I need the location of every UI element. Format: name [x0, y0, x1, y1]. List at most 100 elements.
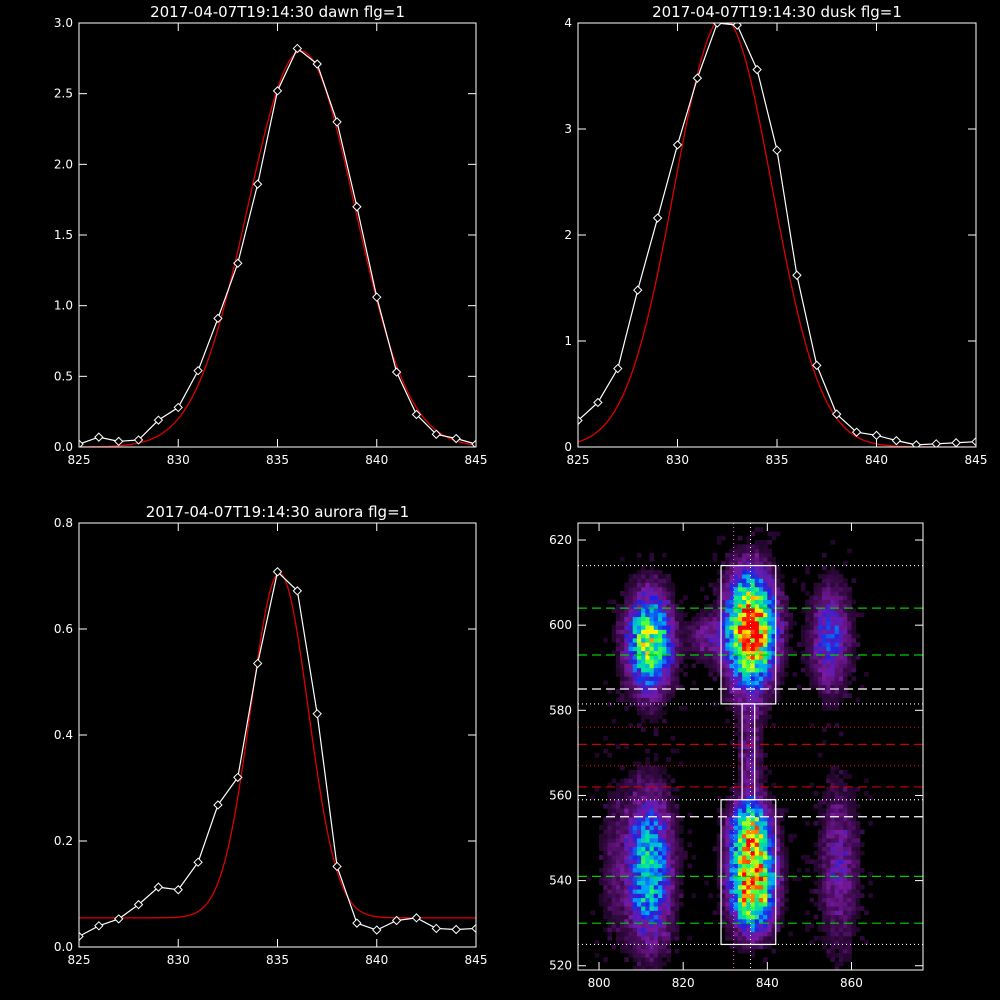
heatmap-cell [767, 889, 772, 894]
heatmap-cell [763, 629, 768, 635]
heatmap-cell [843, 842, 848, 847]
heatmap-cell [721, 821, 726, 826]
heatmap-cell [620, 927, 625, 933]
heatmap-cell [826, 582, 831, 588]
heatmap-cell [674, 876, 680, 881]
heatmap-cell [813, 680, 819, 686]
heatmap-cell [632, 812, 638, 818]
heatmap-cell [716, 625, 722, 630]
heatmap-cell [716, 846, 722, 852]
heatmap-cell [657, 965, 663, 970]
heatmap-cell [742, 872, 747, 877]
heatmap-cell [809, 646, 815, 652]
heatmap-cell [826, 680, 831, 686]
heatmap-cell [657, 825, 663, 830]
heatmap-cell [822, 693, 827, 698]
heatmap-cell [758, 637, 764, 643]
heatmap-cell [737, 718, 743, 724]
heatmap-cell [636, 940, 642, 945]
heatmap-cell [662, 778, 667, 784]
heatmap-cell [636, 680, 642, 686]
heatmap-cell [843, 910, 848, 916]
heatmap-cell [834, 944, 840, 950]
heatmap-cell [775, 846, 781, 852]
heatmap-cell [620, 906, 625, 911]
heatmap-cell [771, 612, 777, 618]
heatmap-cell [855, 642, 861, 647]
heatmap-cell [847, 812, 852, 818]
heatmap-cell [847, 918, 852, 924]
heatmap-cell [851, 633, 857, 639]
heatmap-cell [700, 586, 705, 592]
heatmap-cell [847, 808, 852, 813]
heatmap-cell [746, 535, 751, 541]
data-point-marker [352, 202, 362, 212]
heatmap-cell [754, 876, 760, 881]
heatmap-cell [838, 663, 844, 669]
heatmap-cell [678, 816, 684, 822]
heatmap-cell [838, 935, 844, 941]
heatmap-cell [771, 825, 777, 830]
heatmap-cell [771, 680, 777, 686]
heatmap-cell [742, 880, 747, 886]
heatmap-cell [632, 769, 638, 775]
heatmap-cell [855, 654, 861, 660]
heatmap-cell [737, 927, 743, 933]
heatmap-cell [716, 808, 722, 813]
heatmap-cell [779, 829, 785, 835]
heatmap-cell [645, 684, 650, 690]
heatmap-cell [636, 923, 642, 928]
heatmap-cell [725, 663, 730, 669]
heatmap-cell [746, 791, 751, 796]
y-tick-label: 0.5 [54, 369, 73, 383]
heatmap-cell [746, 689, 751, 694]
heatmap-cell [754, 850, 760, 856]
data-point-marker [632, 285, 643, 295]
heatmap-cell [826, 884, 831, 890]
heatmap-cell [822, 625, 827, 630]
heatmap-cell [628, 663, 634, 669]
heatmap-cell [725, 659, 730, 664]
heatmap-cell [624, 850, 629, 856]
heatmap-cell [742, 923, 747, 928]
heatmap-cell [847, 637, 852, 643]
heatmap-cell [754, 812, 760, 818]
heatmap-cell [758, 620, 764, 626]
heatmap-cell [662, 910, 667, 916]
heatmap-cell [742, 718, 747, 724]
heatmap-cell [830, 893, 836, 899]
heatmap-cell [784, 872, 789, 877]
heatmap-cell [674, 918, 680, 924]
heatmap-cell [641, 846, 646, 852]
heatmap-cell [657, 778, 663, 784]
heatmap-cell [847, 672, 852, 677]
heatmap-cell [603, 859, 608, 864]
heatmap-cell [775, 876, 781, 881]
heatmap-cell [750, 752, 756, 758]
heatmap-cell [830, 765, 836, 771]
heatmap-cell [763, 676, 768, 681]
heatmap-cell [843, 876, 848, 881]
data-point-marker [252, 658, 263, 669]
heatmap-cell [641, 616, 646, 622]
plot-frame [577, 22, 977, 448]
heatmap-cell [779, 646, 785, 652]
heatmap-cell [712, 846, 718, 852]
heatmap-cell [725, 855, 730, 860]
heatmap-cell [628, 923, 634, 928]
heatmap-cell [674, 786, 680, 792]
heatmap-cell [767, 663, 772, 669]
heatmap-cell [695, 633, 701, 639]
heatmap-cell [809, 629, 815, 635]
heatmap-cell [624, 693, 629, 698]
heatmap-cell [843, 693, 848, 698]
heatmap-cell [683, 663, 688, 669]
heatmap-cell [649, 710, 655, 715]
heatmap-cell [813, 803, 819, 809]
heatmap-cell [817, 906, 823, 911]
heatmap-cell [683, 637, 688, 643]
heatmap-cell [624, 646, 629, 652]
heatmap-cell [830, 829, 836, 835]
heatmap-cell [750, 795, 756, 801]
heatmap-cell [771, 855, 777, 860]
